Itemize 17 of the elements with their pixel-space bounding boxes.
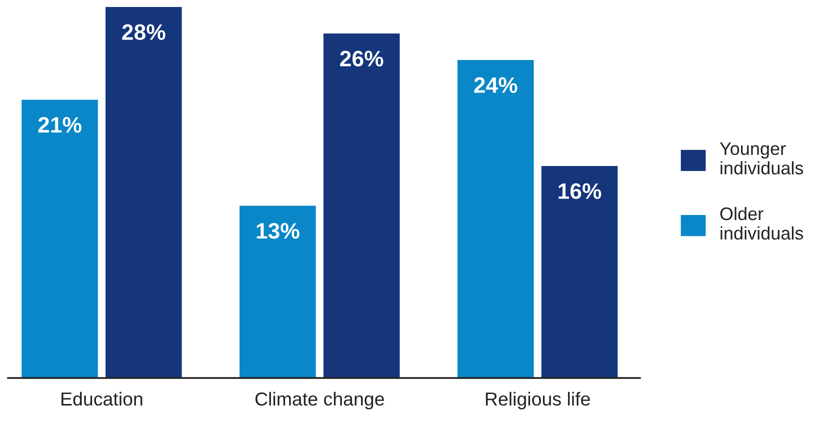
legend-label: Older individuals (720, 206, 804, 240)
data-label: 13% (256, 223, 300, 239)
bar (22, 100, 98, 378)
x-tick-label: Education (62, 392, 142, 406)
data-label: 24% (474, 77, 518, 93)
x-tick-label: Climate change (255, 392, 384, 410)
data-label: 26% (340, 50, 384, 66)
data-label: 16% (558, 183, 602, 199)
data-label: 21% (38, 117, 82, 133)
data-label: 28% (122, 24, 166, 40)
bar (457, 60, 534, 378)
bar (541, 166, 618, 378)
x-tick-label: Religious life (486, 392, 590, 410)
bar (323, 34, 400, 378)
bar (240, 206, 316, 378)
legend-label: Younger individuals (720, 142, 804, 174)
bar (106, 7, 182, 378)
